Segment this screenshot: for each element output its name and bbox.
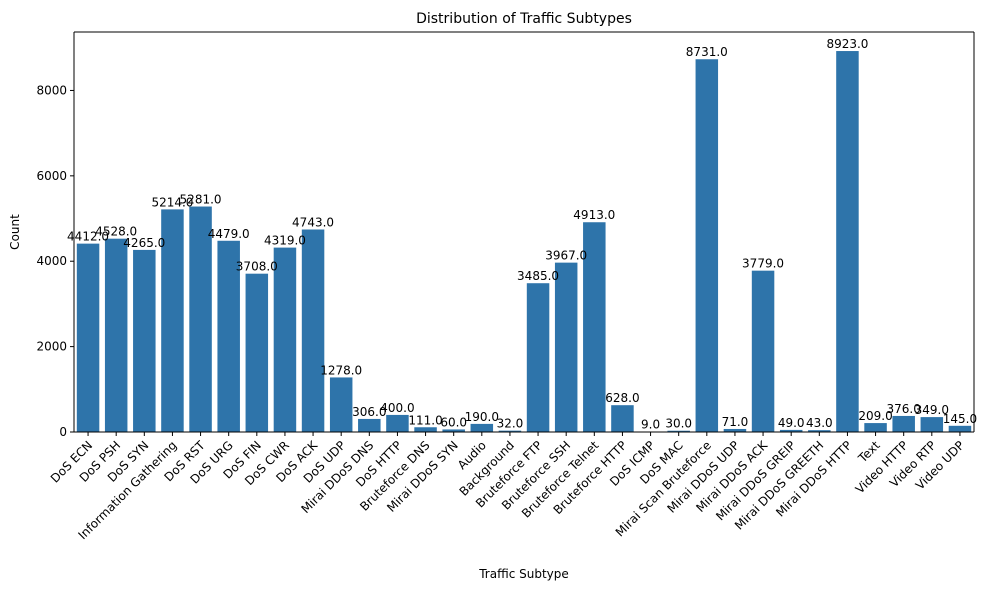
data-label-22: 8731.0 [686, 45, 728, 59]
bar-14 [470, 423, 494, 432]
data-label-18: 4913.0 [573, 208, 615, 222]
bar-18 [583, 222, 606, 432]
bar-5 [217, 240, 240, 432]
bar-30 [920, 417, 944, 432]
data-label-12: 111.0 [408, 413, 442, 427]
bar-21 [667, 430, 690, 432]
bar-4 [189, 206, 212, 432]
bar-7 [273, 247, 297, 432]
bar-12 [414, 427, 437, 432]
bar-10 [358, 418, 381, 432]
x-axis-label: Traffic Subtype [478, 567, 569, 581]
bar-2 [133, 249, 156, 432]
bar-26 [808, 430, 831, 432]
data-label-11: 400.0 [380, 401, 414, 415]
bar-13 [442, 429, 465, 432]
data-label-24: 3779.0 [742, 257, 784, 271]
data-label-6: 3708.0 [236, 260, 278, 274]
data-label-26: 43.0 [806, 416, 833, 430]
bar-0 [76, 243, 100, 432]
bar-6 [245, 273, 269, 432]
data-label-20: 9.0 [641, 418, 660, 432]
y-tick-label-0: 0 [59, 425, 67, 439]
bar-11 [386, 414, 409, 432]
y-tick-label-2: 4000 [36, 254, 67, 268]
data-label-31: 145.0 [943, 412, 977, 426]
data-label-17: 3967.0 [545, 249, 587, 263]
data-label-15: 32.0 [497, 417, 524, 431]
data-label-8: 4743.0 [292, 216, 334, 230]
data-label-16: 3485.0 [517, 269, 559, 283]
data-label-3: 5214.0 [151, 195, 193, 209]
y-axis: 0 2000 4000 6000 8000 [36, 83, 74, 439]
bar-19 [611, 405, 634, 432]
bar-16 [526, 283, 550, 432]
data-label-10: 306.0 [352, 405, 386, 419]
bar-8 [301, 229, 325, 432]
data-label-25: 49.0 [778, 416, 805, 430]
y-tick-label-4: 8000 [36, 83, 67, 97]
bar-31 [948, 425, 972, 432]
data-label-0: 4412.0 [67, 230, 109, 244]
bar-15 [498, 430, 522, 432]
data-label-1: 4528.0 [95, 225, 137, 239]
bar-24 [751, 270, 775, 432]
bar-25 [779, 429, 803, 432]
y-axis-label: Count [8, 214, 22, 250]
y-tick-label-1: 2000 [36, 340, 67, 354]
data-label-13: 60.0 [440, 415, 467, 429]
data-label-19: 628.0 [605, 391, 639, 405]
data-label-7: 4319.0 [264, 234, 306, 248]
data-label-23: 71.0 [722, 415, 749, 429]
data-label-4: 5281.0 [180, 193, 222, 207]
data-label-30: 349.0 [915, 403, 949, 417]
y-tick-label-3: 6000 [36, 169, 67, 183]
bars-layer [76, 51, 972, 433]
bar-28 [864, 423, 887, 432]
chart-title: Distribution of Traffic Subtypes [416, 11, 632, 27]
data-label-29: 376.0 [887, 402, 921, 416]
bar-9 [329, 377, 353, 432]
data-label-9: 1278.0 [320, 363, 362, 377]
bar-1 [104, 238, 128, 432]
data-label-2: 4265.0 [123, 236, 165, 250]
bar-17 [554, 262, 578, 432]
bar-27 [836, 51, 859, 432]
data-label-28: 209.0 [858, 409, 892, 423]
bar-22 [695, 59, 719, 433]
data-label-27: 8923.0 [826, 37, 868, 51]
bar-3 [161, 209, 184, 432]
data-label-5: 4479.0 [208, 227, 250, 241]
bar-23 [723, 428, 747, 432]
data-label-14: 190.0 [465, 410, 499, 424]
data-label-21: 30.0 [665, 417, 692, 431]
bar-29 [892, 415, 915, 432]
